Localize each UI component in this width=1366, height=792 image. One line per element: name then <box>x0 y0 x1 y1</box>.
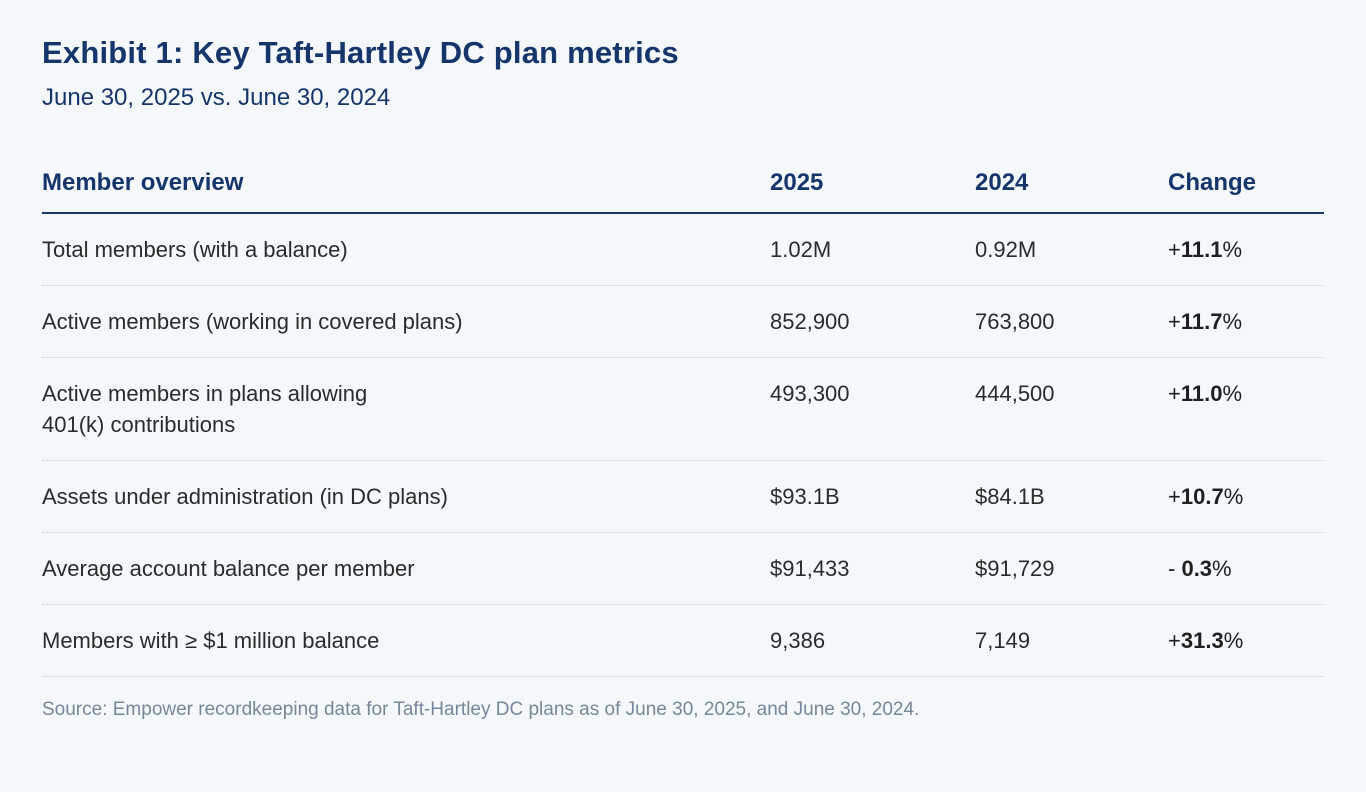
column-header-2025: 2025 <box>770 168 824 196</box>
column-header-2024: 2024 <box>975 168 1029 196</box>
value-2024: $91,729 <box>975 555 1055 581</box>
row-label: Average account balance per member <box>42 555 415 581</box>
change-value: 10.7 <box>1180 483 1224 509</box>
exhibit-title: Exhibit 1: Key Taft-Hartley DC plan metr… <box>42 35 679 70</box>
table-row: Members with ≥ $1 million balance 9,386 … <box>42 605 1324 677</box>
value-2025: 852,900 <box>770 308 850 334</box>
value-change: - 0.3% <box>1168 553 1324 584</box>
value-change: +31.3% <box>1168 625 1324 656</box>
change-percent-sign: % <box>1222 380 1243 406</box>
value-change: +11.7% <box>1168 306 1324 337</box>
change-percent-sign: % <box>1222 308 1243 334</box>
row-label: Total members (with a balance) <box>42 236 348 262</box>
column-header-change: Change <box>1168 168 1257 196</box>
value-2025: $93.1B <box>770 483 840 509</box>
change-value: 31.3 <box>1180 627 1224 653</box>
table-row: Active members (working in covered plans… <box>42 286 1324 358</box>
change-value: 11.1 <box>1180 236 1223 262</box>
change-percent-sign: % <box>1223 483 1244 509</box>
change-value: 11.7 <box>1180 308 1223 334</box>
value-2025: 493,300 <box>770 380 850 406</box>
column-header-member-overview: Member overview <box>42 168 244 196</box>
value-2024: 0.92M <box>975 236 1037 262</box>
value-change: +11.1% <box>1168 234 1324 265</box>
value-2024: $84.1B <box>975 483 1045 509</box>
change-sign: + <box>1168 380 1181 406</box>
table-row: Active members in plans allowing 401(k) … <box>42 358 1324 461</box>
change-value: 11.0 <box>1180 380 1223 406</box>
change-percent-sign: % <box>1212 555 1232 581</box>
change-percent-sign: % <box>1222 236 1243 262</box>
value-2024: 763,800 <box>975 308 1055 334</box>
table-header-row: Member overview 2025 2024 Change <box>42 169 1324 214</box>
row-label: Active members (working in covered plans… <box>42 308 463 334</box>
source-note: Source: Empower recordkeeping data for T… <box>42 698 920 720</box>
row-label: Active members in plans allowing 401(k) … <box>42 380 368 437</box>
table-row: Assets under administration (in DC plans… <box>42 461 1324 533</box>
value-2025: 9,386 <box>770 627 826 653</box>
metrics-table: Member overview 2025 2024 Change Total m… <box>42 169 1324 677</box>
row-label: Assets under administration (in DC plans… <box>42 483 448 509</box>
change-value: 0.3 <box>1181 555 1213 581</box>
value-2024: 444,500 <box>975 380 1055 406</box>
change-percent-sign: % <box>1223 627 1244 653</box>
exhibit-subtitle: June 30, 2025 vs. June 30, 2024 <box>42 84 391 112</box>
value-change: +10.7% <box>1168 481 1324 512</box>
value-2025: $91,433 <box>770 555 850 581</box>
table-row: Average account balance per member $91,4… <box>42 533 1324 605</box>
change-sign: + <box>1168 627 1181 653</box>
value-2025: 1.02M <box>770 236 832 262</box>
row-label: Members with ≥ $1 million balance <box>42 627 380 653</box>
change-sign: + <box>1168 308 1181 334</box>
table-row: Total members (with a balance) 1.02M 0.9… <box>42 214 1324 286</box>
value-change: +11.0% <box>1168 378 1324 409</box>
change-sign: + <box>1168 483 1181 509</box>
value-2024: 7,149 <box>975 627 1031 653</box>
change-sign: + <box>1168 236 1181 262</box>
change-sign: - <box>1168 555 1182 581</box>
